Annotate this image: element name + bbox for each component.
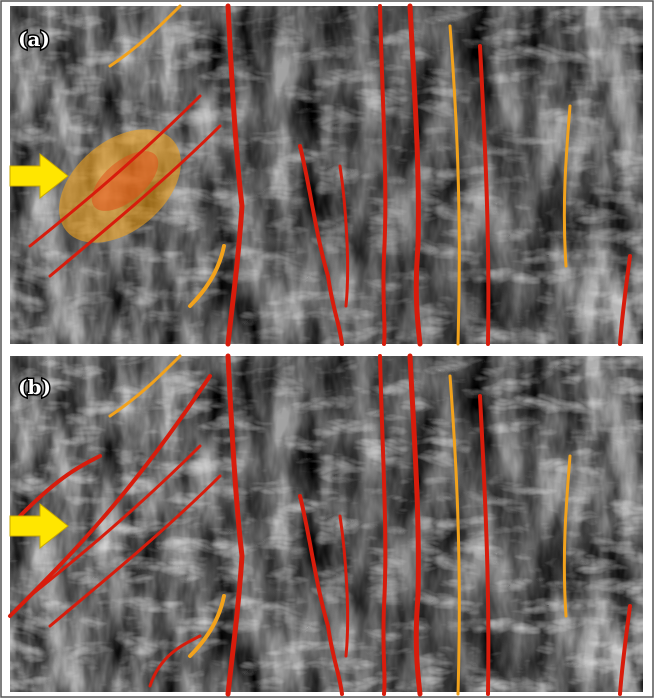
- seismic-texture: [10, 356, 643, 692]
- page: (a) (b) (() => { const data = JSON.parse…: [0, 0, 654, 698]
- panel-a: (a): [10, 6, 643, 344]
- panel-b: (b): [10, 356, 643, 694]
- panel-label: (a): [18, 27, 50, 51]
- panel-label: (b): [18, 375, 51, 399]
- figure: (a) (b): [0, 0, 654, 698]
